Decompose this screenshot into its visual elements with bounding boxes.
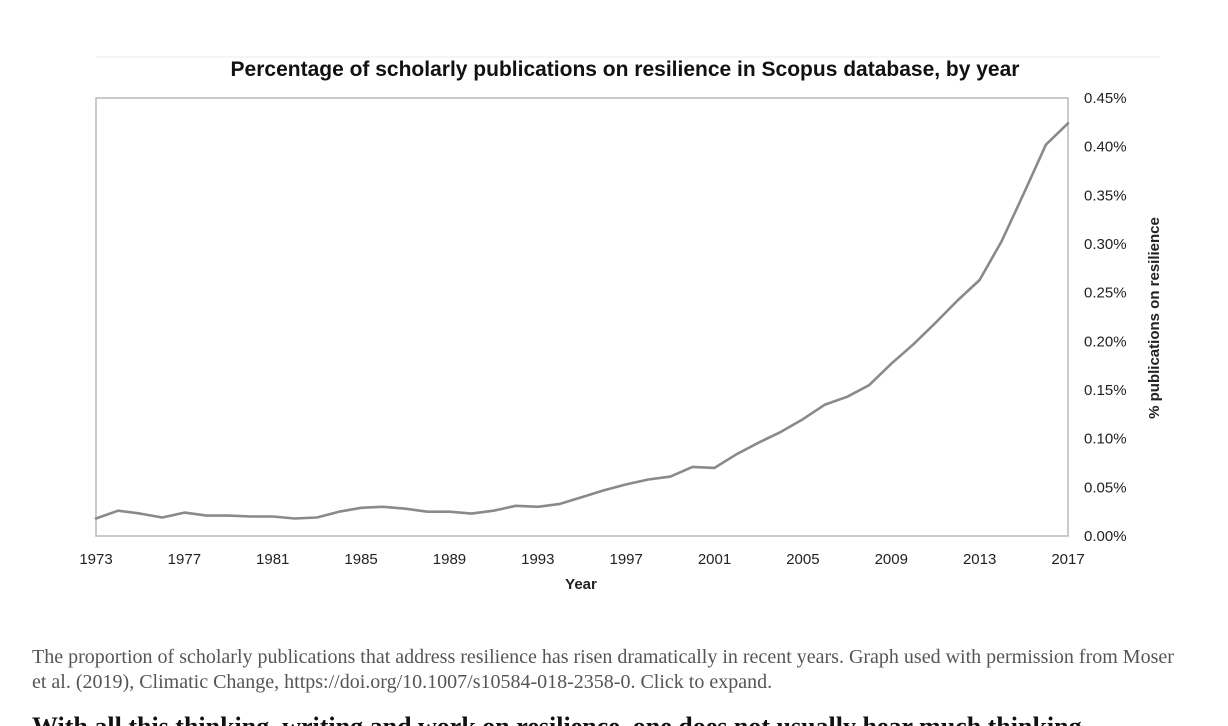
x-tick-label: 1985 — [344, 551, 377, 568]
y-tick-label: 0.40% — [1084, 139, 1127, 156]
x-tick-label: 2009 — [875, 551, 908, 568]
y-tick-label: 0.00% — [1084, 528, 1127, 545]
x-tick-label: 2005 — [786, 551, 819, 568]
y-tick-label: 0.30% — [1084, 236, 1127, 253]
article-body-text: With all this thinking, writing and work… — [32, 714, 1082, 726]
plot-frame — [95, 97, 1069, 537]
y-tick-label: 0.15% — [1084, 382, 1127, 399]
chart-background — [0, 0, 1228, 620]
line-chart: Percentage of scholarly publications on … — [0, 0, 1228, 620]
y-tick-label: 0.35% — [1084, 187, 1127, 204]
y-axis: 0.00% 0.05% 0.10% 0.15% 0.20% 0.25% 0.30% 0.35%… — [1084, 90, 1127, 545]
series-line — [94, 122, 1070, 520]
x-tick-label: 2001 — [698, 551, 731, 568]
x-axis-title: Year — [565, 576, 597, 593]
y-tick-label: 0.05% — [1084, 479, 1127, 496]
series-group — [94, 122, 1070, 520]
x-tick-label: 1977 — [168, 551, 201, 568]
x-tick-label: 1981 — [256, 551, 289, 568]
x-tick-label: 1973 — [79, 551, 112, 568]
y-tick-label: 0.10% — [1084, 431, 1127, 448]
y-tick-label: 0.25% — [1084, 285, 1127, 302]
article-body-line: With all this thinking, writing and work… — [32, 714, 1192, 726]
figure-caption: The proportion of scholarly publications… — [32, 646, 1174, 693]
chart-title: Percentage of scholarly publications on … — [231, 58, 1020, 81]
x-tick-label: 2013 — [963, 551, 996, 568]
y-tick-label: 0.45% — [1084, 90, 1127, 107]
x-tick-label: 1993 — [521, 551, 554, 568]
chart-figure: Percentage of scholarly publications on … — [0, 0, 1228, 620]
x-axis: 1973 1977 1981 1985 1989 1993 1997 2001 2005 2009… — [79, 551, 1084, 568]
x-tick-label: 1989 — [433, 551, 466, 568]
x-tick-label: 2017 — [1051, 551, 1084, 568]
y-tick-label: 0.20% — [1084, 333, 1127, 350]
x-tick-label: 1997 — [609, 551, 642, 568]
y-axis-title: % publications on resilience — [1146, 217, 1163, 419]
